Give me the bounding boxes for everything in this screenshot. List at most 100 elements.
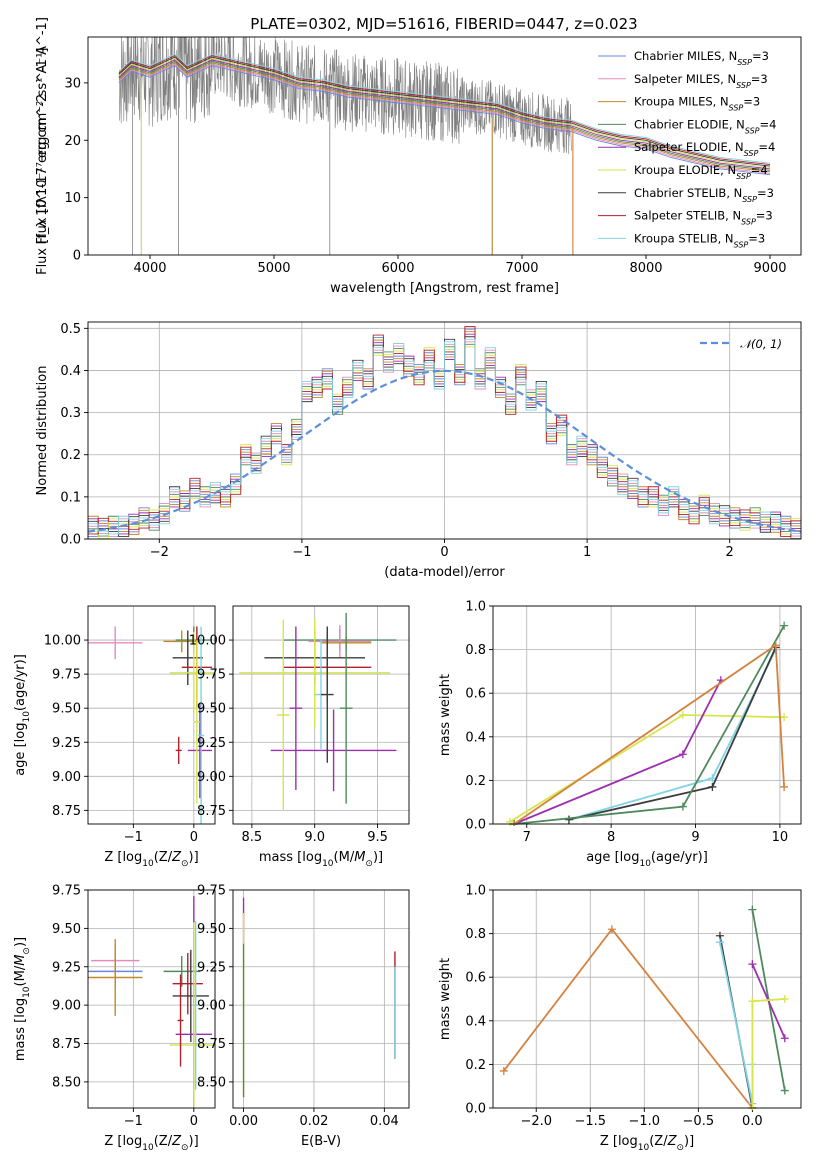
y-tick-label: 8.50 xyxy=(197,1075,226,1090)
residual-histogram xyxy=(88,338,801,535)
errorbar-point xyxy=(277,619,290,811)
residual-panel: −2 −1 0 1 2 0.0 0.1 0.2 0.3 0.4 0.5 (data-model)/er… xyxy=(35,321,802,580)
y-axis-label: mass [log10(M/M⊙)] xyxy=(13,937,32,1061)
massweight-vs-age-frame xyxy=(492,605,802,825)
mass-weight-marker xyxy=(607,925,616,934)
x-axis-label: wavelength [Angstrom, rest frame] xyxy=(330,281,559,296)
model-spectrum xyxy=(118,63,771,174)
x-axis-label: Z [log10(Z/Z⊙)] xyxy=(104,850,198,869)
legend-entry: Chabrier MILES, NSSP=3 xyxy=(634,49,769,67)
y-tick-label: 9.00 xyxy=(197,770,226,785)
y-tick-label: 9.25 xyxy=(52,736,81,751)
mass-weight-marker xyxy=(505,817,514,826)
mass-weight-series xyxy=(751,963,786,1039)
x-tick-label: −1 xyxy=(124,830,143,845)
mass-weight-marker xyxy=(780,1034,789,1043)
y-axis-label: mass weight xyxy=(438,958,453,1040)
y-tick-label: 9.75 xyxy=(52,884,81,899)
y-tick-label: 8.50 xyxy=(52,1075,81,1090)
mass-vs-ebv-frame xyxy=(232,889,410,1109)
y-tick-label: 8.75 xyxy=(52,1037,81,1052)
x-tick-label: 8000 xyxy=(629,261,662,276)
y-tick-label: 0.2 xyxy=(60,448,81,463)
histogram-area xyxy=(88,326,801,539)
y-tick-label: 0.2 xyxy=(465,774,486,789)
errorbar-point xyxy=(172,952,203,1015)
x-tick-label: −1 xyxy=(292,545,311,560)
y-tick-label: 10 xyxy=(64,191,81,206)
observed-spectrum xyxy=(118,37,572,155)
x-tick-label: 9.5 xyxy=(367,830,388,845)
errorbar-area xyxy=(239,612,397,811)
y-tick-label: 9.75 xyxy=(197,668,226,683)
y-tick-label: 30 xyxy=(64,76,81,91)
age-vs-z-panel: −1 0 8.75 9.00 9.25 9.50 9.75 10.00 Z [log10(Z/Z… xyxy=(13,605,216,869)
errorbar-point xyxy=(169,631,215,714)
errorbar-point xyxy=(321,626,334,763)
mass-vs-z-panel: −1 0 8.50 8.75 9.00 9.25 9.50 9.75 Z [log10(Z/Z⊙… xyxy=(13,884,216,1153)
x-tick-label: 8.5 xyxy=(242,830,263,845)
errorbar-point xyxy=(239,618,391,728)
x-axis-label: (data-model)/error xyxy=(384,565,505,580)
y-tick-label: 0.4 xyxy=(465,730,486,745)
x-tick-label: 1 xyxy=(583,545,591,560)
x-tick-label: 10 xyxy=(772,830,789,845)
errorbar-point xyxy=(198,626,205,824)
legend-entry: Salpeter MILES, NSSP=3 xyxy=(634,72,768,90)
x-tick-label: 0.0 xyxy=(742,1114,763,1129)
errorbar-area xyxy=(242,897,396,1098)
model-spectrum xyxy=(118,57,771,168)
y-tick-label: 0.2 xyxy=(465,1058,486,1073)
y-tick-label: 0.6 xyxy=(465,971,486,986)
errorbar-point xyxy=(192,920,199,1090)
legend-entry: Salpeter STELIB, NSSP=3 xyxy=(634,209,773,227)
errorbar-point xyxy=(175,736,182,765)
residual-frame xyxy=(87,321,802,540)
model-spectrum xyxy=(118,60,771,171)
x-tick-label: 0.00 xyxy=(229,1114,258,1129)
mass-weight-marker xyxy=(748,997,757,1006)
age-vs-mass-panel: 8.5 9.0 9.5 8.75 9.00 9.25 9.50 9.75 10.00 mass [… xyxy=(189,605,410,869)
errorbar-point xyxy=(172,630,203,686)
errorbar-point xyxy=(187,702,212,799)
mass-weight-marker xyxy=(780,621,789,630)
y-tick-label: 0.6 xyxy=(465,687,486,702)
x-axis-label: age [log10(age/yr)] xyxy=(586,850,708,869)
errorbar-point xyxy=(169,922,215,1108)
spectrum-frame xyxy=(87,36,802,256)
x-axis-label: E(B-V) xyxy=(301,1134,341,1149)
model-spectrum xyxy=(118,65,771,176)
y-tick-label: 9.50 xyxy=(52,702,81,717)
errorbar-point xyxy=(172,949,209,1042)
errorbar-point xyxy=(308,625,372,658)
mass-vs-z-frame xyxy=(87,889,216,1109)
age-vs-mass-frame xyxy=(232,605,410,825)
x-axis-label: mass [log10(M/M⊙)] xyxy=(259,850,383,869)
legend-entry: Kroupa STELIB, NSSP=3 xyxy=(634,231,765,249)
y-tick-label: 0.8 xyxy=(465,927,486,942)
errorbar-area xyxy=(88,896,215,1108)
y-tick-label: 9.00 xyxy=(197,999,226,1014)
y-tick-label: 0.3 xyxy=(60,406,81,421)
x-tick-label: 9000 xyxy=(753,261,786,276)
x-tick-label: 9.0 xyxy=(304,830,325,845)
legend-entry: Salpeter ELODIE, NSSP=4 xyxy=(634,140,775,158)
mass-weight-marker xyxy=(678,750,687,759)
x-tick-label: 0 xyxy=(190,1114,198,1129)
x-tick-label: −2.0 xyxy=(520,1114,552,1129)
x-tick-label: 4000 xyxy=(133,261,166,276)
mass-weight-marker xyxy=(564,815,573,824)
y-tick-label: 9.75 xyxy=(197,884,226,899)
x-axis-label: Z [log10(Z/Z⊙)] xyxy=(104,1134,198,1153)
spectrum-panel: 4000 5000 6000 7000 8000 9000 0 10 20 30 wavelengt… xyxy=(35,17,802,296)
model-spectrum xyxy=(118,56,771,167)
x-tick-label: 0 xyxy=(440,545,448,560)
y-tick-label: 1.0 xyxy=(465,884,486,899)
legend-entry: Chabrier ELODIE, NSSP=4 xyxy=(634,117,776,135)
y-axis-label: age [log10(age/yr)] xyxy=(13,654,32,776)
x-tick-label: 0.02 xyxy=(299,1114,328,1129)
y-tick-label: 0.4 xyxy=(60,364,81,379)
x-tick-label: 7 xyxy=(523,830,531,845)
y-axis-label: Flux [fλ10⁻¹⁷ erg cm⁻² s⁻¹ A⁻¹] xyxy=(35,48,50,245)
x-tick-label: 7000 xyxy=(505,261,538,276)
